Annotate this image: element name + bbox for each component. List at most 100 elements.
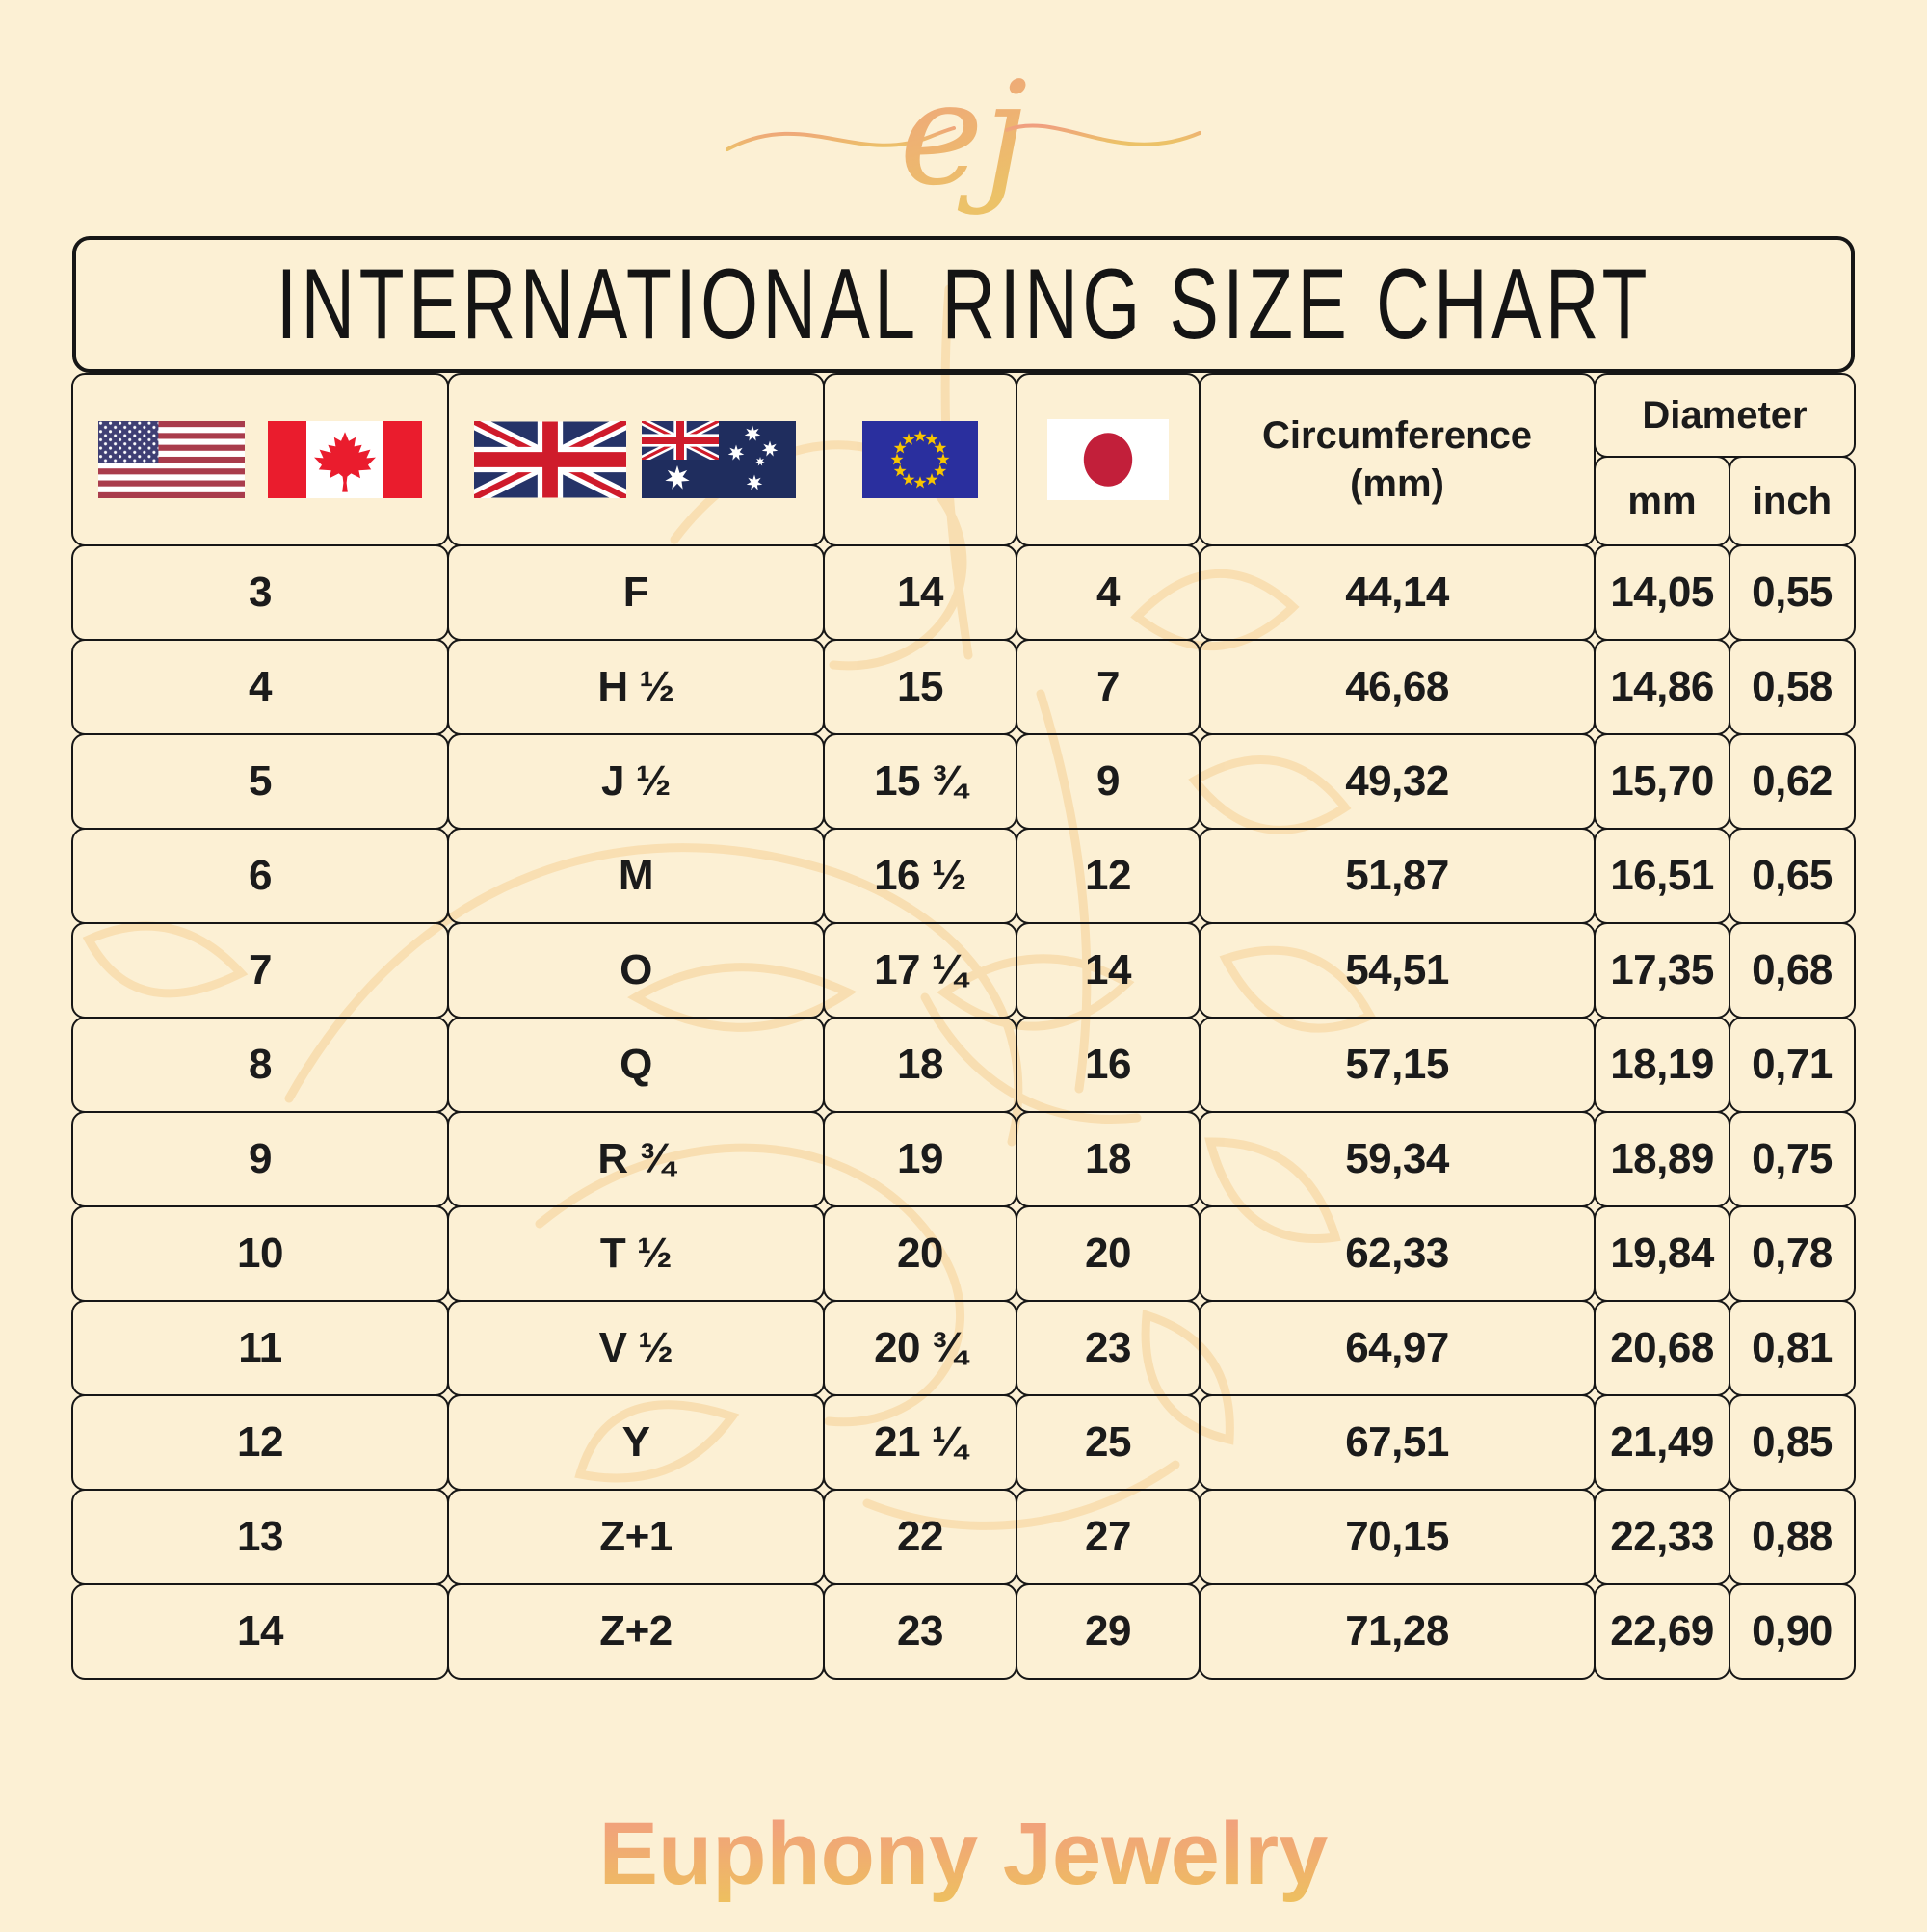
header-circumference: Circumference (mm) — [1199, 373, 1596, 546]
cell-diameter-mm: 14,05 — [1594, 544, 1730, 641]
cell-circumference: 49,32 — [1199, 733, 1596, 830]
header-japan — [1016, 373, 1201, 546]
cell-diameter-inch: 0,58 — [1729, 639, 1856, 735]
cell-uk-size: T ½ — [447, 1205, 825, 1302]
cell-eu-size: 20 — [823, 1205, 1017, 1302]
diameter-inch-label: inch — [1752, 479, 1833, 522]
cell-uk-size: H ½ — [447, 639, 825, 735]
cell-uk-size: Y — [447, 1394, 825, 1491]
cell-diameter-mm: 22,69 — [1594, 1583, 1730, 1680]
cell-uk-size: F — [447, 544, 825, 641]
cell-circumference: 71,28 — [1199, 1583, 1596, 1680]
cell-circumference: 59,34 — [1199, 1111, 1596, 1207]
cell-diameter-mm: 22,33 — [1594, 1489, 1730, 1585]
cell-eu-size: 14 — [823, 544, 1017, 641]
cell-eu-size: 21 ¼ — [823, 1394, 1017, 1491]
diameter-mm-label: mm — [1627, 479, 1697, 522]
cell-eu-size: 20 ¾ — [823, 1300, 1017, 1396]
cell-japan-size: 29 — [1016, 1583, 1201, 1680]
cell-japan-size: 4 — [1016, 544, 1201, 641]
cell-us-size: 13 — [71, 1489, 449, 1585]
cell-circumference: 64,97 — [1199, 1300, 1596, 1396]
uk-flag-icon — [474, 421, 626, 498]
cell-diameter-mm: 18,89 — [1594, 1111, 1730, 1207]
cell-diameter-mm: 19,84 — [1594, 1205, 1730, 1302]
cell-japan-size: 27 — [1016, 1489, 1201, 1585]
cell-diameter-mm: 18,19 — [1594, 1017, 1730, 1113]
cell-us-size: 11 — [71, 1300, 449, 1396]
cell-diameter-mm: 17,35 — [1594, 922, 1730, 1019]
cell-uk-size: Q — [447, 1017, 825, 1113]
australia-flag-icon — [642, 421, 796, 498]
cell-uk-size: R ¾ — [447, 1111, 825, 1207]
cell-diameter-inch: 0,85 — [1729, 1394, 1856, 1491]
cell-japan-size: 14 — [1016, 922, 1201, 1019]
cell-uk-size: Z+2 — [447, 1583, 825, 1680]
cell-diameter-inch: 0,78 — [1729, 1205, 1856, 1302]
cell-diameter-inch: 0,71 — [1729, 1017, 1856, 1113]
cell-uk-size: J ½ — [447, 733, 825, 830]
cell-japan-size: 20 — [1016, 1205, 1201, 1302]
cell-japan-size: 7 — [1016, 639, 1201, 735]
cell-eu-size: 16 ½ — [823, 828, 1017, 924]
cell-diameter-inch: 0,88 — [1729, 1489, 1856, 1585]
cell-uk-size: Z+1 — [447, 1489, 825, 1585]
brand-monogram-logo: ej — [713, 39, 1214, 260]
logo-monogram-text: ej — [899, 51, 1027, 217]
cell-eu-size: 18 — [823, 1017, 1017, 1113]
logo-left-swash-icon — [726, 126, 956, 151]
brand-name: Euphony Jewelry — [599, 1805, 1329, 1903]
cell-diameter-inch: 0,62 — [1729, 733, 1856, 830]
canada-flag-icon — [268, 421, 422, 498]
cell-japan-size: 9 — [1016, 733, 1201, 830]
cell-us-size: 3 — [71, 544, 449, 641]
cell-diameter-inch: 0,68 — [1729, 922, 1856, 1019]
cell-diameter-mm: 16,51 — [1594, 828, 1730, 924]
cell-uk-size: M — [447, 828, 825, 924]
chart-title: INTERNATIONAL RING SIZE CHART — [276, 248, 1651, 360]
brand-footer: Euphony Jewelry — [0, 1787, 1927, 1927]
cell-japan-size: 12 — [1016, 828, 1201, 924]
cell-uk-size: O — [447, 922, 825, 1019]
cell-diameter-inch: 0,90 — [1729, 1583, 1856, 1680]
cell-diameter-inch: 0,65 — [1729, 828, 1856, 924]
cell-eu-size: 23 — [823, 1583, 1017, 1680]
header-uk-australia — [447, 373, 825, 546]
cell-japan-size: 25 — [1016, 1394, 1201, 1491]
cell-circumference: 62,33 — [1199, 1205, 1596, 1302]
logo-right-swash-icon — [1005, 123, 1201, 146]
cell-diameter-mm: 15,70 — [1594, 733, 1730, 830]
diameter-label: Diameter — [1642, 393, 1808, 437]
cell-us-size: 6 — [71, 828, 449, 924]
cell-japan-size: 18 — [1016, 1111, 1201, 1207]
cell-us-size: 8 — [71, 1017, 449, 1113]
cell-circumference: 67,51 — [1199, 1394, 1596, 1491]
cell-eu-size: 15 — [823, 639, 1017, 735]
cell-circumference: 46,68 — [1199, 639, 1596, 735]
cell-circumference: 70,15 — [1199, 1489, 1596, 1585]
cell-diameter-mm: 14,86 — [1594, 639, 1730, 735]
circumference-label: Circumference — [1261, 414, 1533, 457]
cell-circumference: 54,51 — [1199, 922, 1596, 1019]
cell-us-size: 4 — [71, 639, 449, 735]
cell-eu-size: 17 ¼ — [823, 922, 1017, 1019]
cell-us-size: 5 — [71, 733, 449, 830]
ring-size-table: Circumference (mm) Diameter mm inch 3 F … — [71, 373, 1856, 1680]
cell-uk-size: V ½ — [447, 1300, 825, 1396]
japan-flag-icon — [1047, 419, 1169, 500]
cell-circumference: 57,15 — [1199, 1017, 1596, 1113]
cell-us-size: 7 — [71, 922, 449, 1019]
header-diameter-mm: mm — [1594, 456, 1730, 546]
header-us-canada — [71, 373, 449, 546]
cell-us-size: 9 — [71, 1111, 449, 1207]
header-diameter-inch: inch — [1729, 456, 1856, 546]
us-flag-icon — [98, 421, 245, 498]
cell-us-size: 12 — [71, 1394, 449, 1491]
header-diameter: Diameter — [1594, 373, 1856, 458]
cell-diameter-mm: 21,49 — [1594, 1394, 1730, 1491]
cell-eu-size: 15 ¾ — [823, 733, 1017, 830]
header-eu — [823, 373, 1017, 546]
cell-diameter-mm: 20,68 — [1594, 1300, 1730, 1396]
cell-circumference: 44,14 — [1199, 544, 1596, 641]
cell-us-size: 10 — [71, 1205, 449, 1302]
